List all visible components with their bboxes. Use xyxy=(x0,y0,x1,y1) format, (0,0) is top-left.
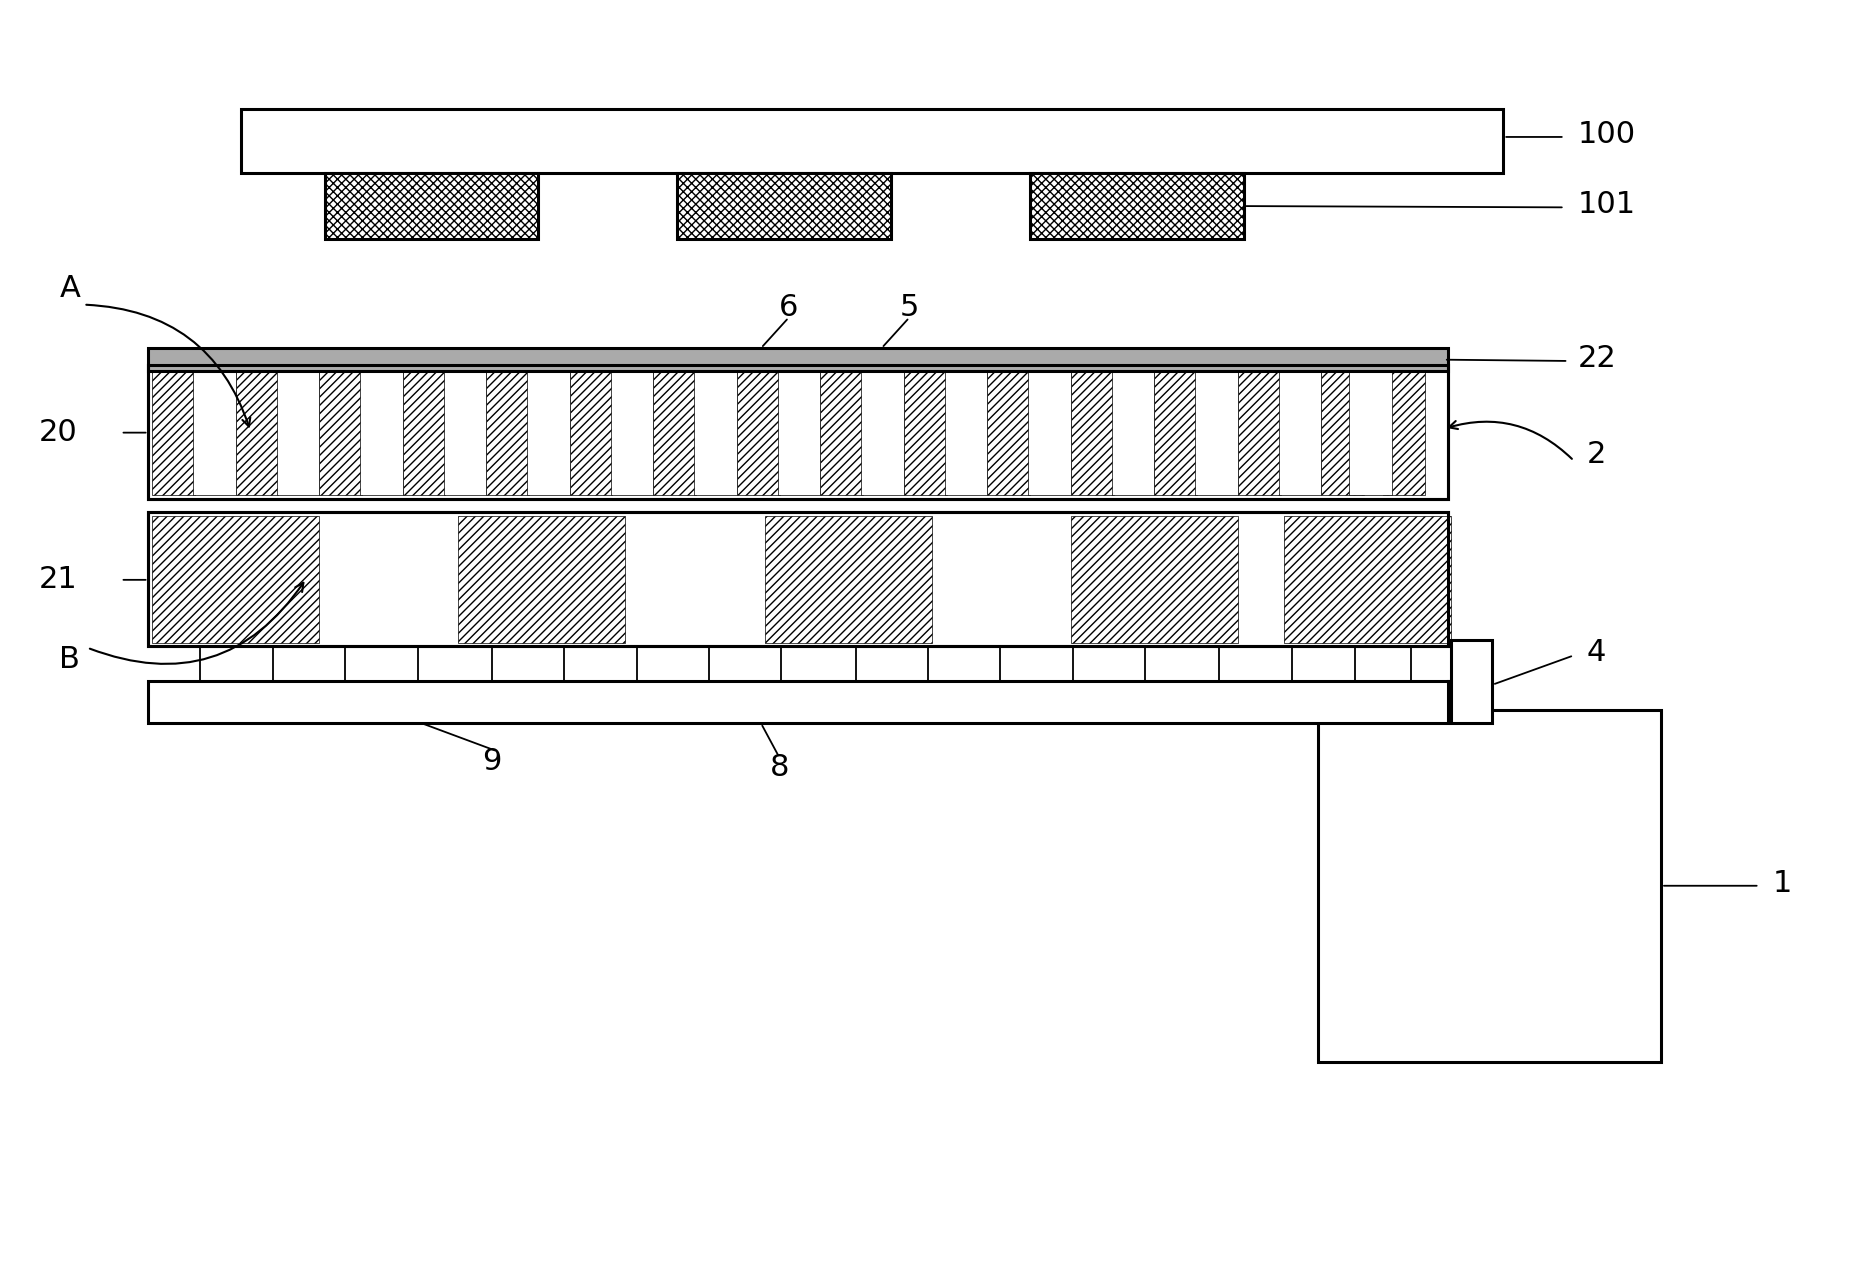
Bar xyxy=(325,173,538,239)
Bar xyxy=(1382,369,1425,495)
Bar xyxy=(1111,369,1154,495)
Text: 22: 22 xyxy=(1577,344,1616,372)
Bar xyxy=(527,369,569,495)
Bar xyxy=(148,681,1447,723)
Text: 9: 9 xyxy=(482,748,501,776)
Bar xyxy=(458,516,625,643)
Bar xyxy=(148,512,1447,646)
Bar xyxy=(1349,369,1391,495)
Bar xyxy=(403,369,445,495)
Text: 2: 2 xyxy=(1586,440,1605,468)
Bar xyxy=(777,369,820,495)
Bar xyxy=(148,365,1447,499)
Bar xyxy=(1154,369,1196,495)
Text: A: A xyxy=(59,274,80,302)
Text: 1: 1 xyxy=(1772,869,1790,897)
Bar xyxy=(152,516,319,643)
Bar xyxy=(1451,640,1491,723)
Text: 20: 20 xyxy=(39,419,78,447)
Bar xyxy=(944,369,987,495)
Bar xyxy=(1284,516,1451,643)
Bar xyxy=(1278,369,1321,495)
Bar xyxy=(319,369,362,495)
Bar xyxy=(276,369,319,495)
Bar xyxy=(193,369,236,495)
Bar xyxy=(1030,173,1243,239)
Text: 4: 4 xyxy=(1586,639,1605,667)
Text: 21: 21 xyxy=(39,566,78,594)
Bar xyxy=(148,512,1447,646)
Bar xyxy=(1317,710,1660,1062)
Bar xyxy=(1070,516,1237,643)
Bar xyxy=(360,369,403,495)
Text: B: B xyxy=(59,645,80,673)
Text: 5: 5 xyxy=(900,293,918,321)
Bar xyxy=(653,369,696,495)
Bar xyxy=(903,369,946,495)
Bar xyxy=(987,369,1030,495)
Bar xyxy=(1321,369,1363,495)
Bar xyxy=(148,348,1447,371)
Bar xyxy=(443,369,486,495)
Bar xyxy=(610,369,653,495)
Bar xyxy=(861,369,903,495)
Bar xyxy=(236,369,278,495)
Bar xyxy=(569,369,612,495)
Text: 101: 101 xyxy=(1577,191,1634,219)
Bar xyxy=(1028,369,1070,495)
Bar xyxy=(241,109,1503,173)
Bar xyxy=(152,369,195,495)
Text: 100: 100 xyxy=(1577,120,1634,148)
Bar xyxy=(764,516,931,643)
Bar xyxy=(148,365,1447,499)
Text: 6: 6 xyxy=(779,293,798,321)
Bar xyxy=(736,369,779,495)
Bar xyxy=(694,369,736,495)
Bar xyxy=(1195,369,1237,495)
Bar xyxy=(677,173,890,239)
Text: 8: 8 xyxy=(770,754,788,782)
Bar xyxy=(486,369,529,495)
Bar xyxy=(1237,369,1280,495)
Bar xyxy=(1070,369,1113,495)
Bar xyxy=(820,369,863,495)
